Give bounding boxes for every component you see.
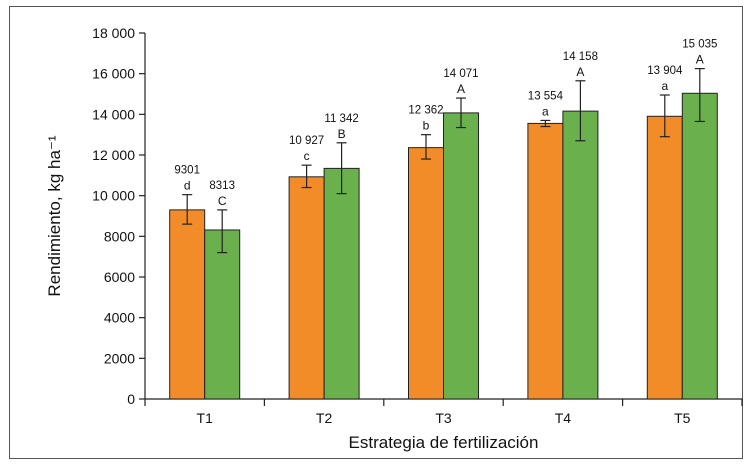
y-tick-label: 2000 (104, 350, 135, 366)
error-bars-group (182, 67, 705, 254)
y-tick-label: 12 000 (92, 147, 135, 163)
bar (204, 229, 241, 400)
bar (288, 176, 325, 400)
x-tick-label: T3 (435, 410, 452, 426)
x-tick-label: T2 (316, 410, 333, 426)
data-labels-group: d 9301 C 8313 c 10 927 B 11 342 b 12 362 A 14 071 a 1… (174, 39, 717, 208)
significance-letter: d (184, 179, 191, 193)
significance-letter: c (304, 149, 310, 163)
bars-group (169, 92, 718, 400)
y-tick-label: 8000 (104, 228, 135, 244)
significance-letter: a (542, 104, 549, 118)
significance-letter: A (576, 65, 584, 79)
significance-letter: A (696, 53, 704, 67)
value-label: 15 035 (682, 39, 717, 51)
bar (408, 147, 444, 400)
value-label: 12 362 (408, 105, 443, 117)
x-tick-label: T4 (555, 410, 572, 426)
bar (562, 110, 599, 400)
value-label: 13 554 (528, 90, 564, 102)
y-tick-label: 0 (127, 391, 135, 407)
value-label: 10 927 (289, 135, 324, 147)
y-tick-label: 6000 (104, 269, 135, 285)
y-tick-label: 16 000 (92, 66, 135, 82)
bar (443, 112, 479, 400)
y-tick-label: 18 000 (92, 25, 135, 41)
significance-letter: B (338, 127, 346, 141)
value-label: 8313 (209, 180, 235, 192)
value-label: 14 158 (563, 51, 598, 63)
value-label: 9301 (174, 165, 200, 177)
significance-letter: b (423, 119, 430, 133)
x-axis: T1 T2 T3 T4 T5 (144, 398, 743, 426)
bar (681, 92, 718, 400)
bar (169, 209, 206, 400)
significance-letter: C (218, 194, 227, 208)
chart-frame (9, 6, 743, 459)
x-axis-title: Estrategia de fertilización (349, 433, 539, 452)
bar (323, 167, 360, 400)
bar (527, 122, 564, 400)
y-axis: 0 2000 4000 6000 8000 10 000 12 000 14 000 16 00… (92, 25, 146, 407)
bar (646, 115, 683, 400)
x-tick-label: T5 (674, 410, 691, 426)
y-tick-label: 4000 (104, 310, 135, 326)
value-label: 11 342 (324, 113, 358, 125)
y-tick-label: 14 000 (92, 106, 135, 122)
x-tick-label: T1 (197, 410, 214, 426)
value-label: 14 071 (443, 68, 478, 80)
y-tick-label: 10 000 (92, 188, 135, 204)
y-axis-title: Rendimiento, kg ha⁻¹ (45, 135, 64, 296)
significance-letter: A (457, 82, 465, 96)
significance-letter: a (661, 79, 668, 93)
value-label: 13 904 (647, 65, 683, 77)
